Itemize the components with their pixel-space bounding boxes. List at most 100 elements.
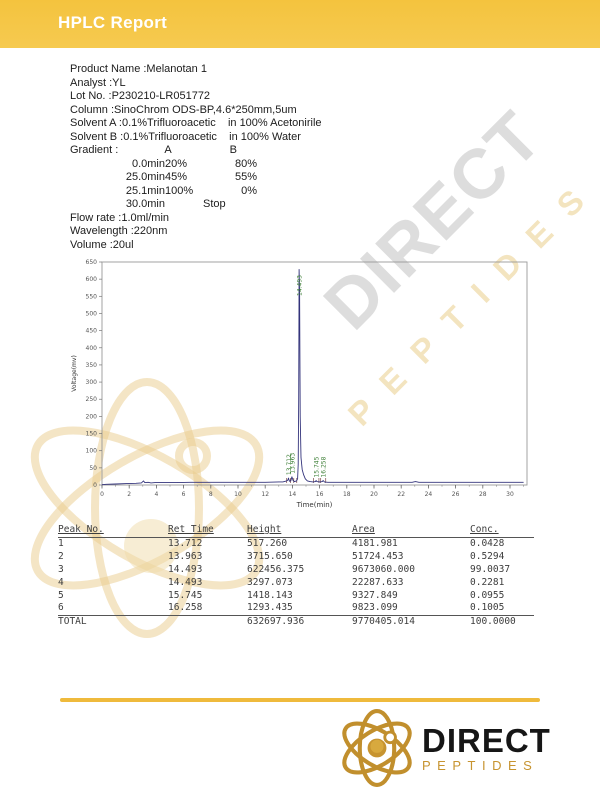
gradient-header: Gradient : A B [70, 144, 322, 158]
detail-lines: Product Name :Melanotan 1 Analyst :YL Lot … [70, 63, 322, 144]
peak-table: Peak No. Ret Time Height Area Conc. 1 13.… [58, 524, 534, 629]
x-tick-label: 20 [370, 491, 378, 498]
x-tick-label: 2 [127, 491, 131, 498]
table-cell: 0.2281 [470, 576, 505, 588]
table-cell: 0.0428 [470, 537, 505, 549]
table-cell: 517.260 [247, 537, 288, 549]
col-height: Height [247, 524, 282, 535]
detail-line: Lot No. :P230210-LR051772 [70, 90, 211, 102]
detail-line: Solvent B :0.1%Trifluoroacetic in 100% W… [70, 130, 301, 143]
gradient-time: 30.0min [125, 198, 165, 210]
y-tick-label: 100 [86, 448, 98, 455]
y-tick-label: 150 [86, 431, 98, 438]
chromatogram-chart: 0 50 100 150 200 250 300 350 400 450 500 550 600 650 0… [71, 259, 528, 509]
table-cell: 1 [58, 537, 64, 549]
table-cell: 4181.981 [352, 537, 398, 549]
peak-label: 14.493 [297, 275, 304, 296]
table-cell: 4 [58, 576, 64, 588]
table-cell: 632697.936 [247, 616, 305, 628]
detail-line: Analyst :YL [70, 76, 126, 89]
gradient-row: 30.0min Stop [70, 198, 322, 212]
table-cell: 14.493 [168, 576, 203, 588]
peak-label: 13.712 [286, 454, 293, 475]
report-header-bar: HPLC Report [0, 0, 600, 48]
col-peak-no: Peak No. [58, 524, 104, 535]
gradient-a-value: 20% [165, 157, 188, 170]
table-cell: 100.0000 [470, 616, 516, 628]
detail-line: Solvent A :0.1%Trifluoroacetic in 100% A… [70, 117, 322, 129]
table-cell: 1293.435 [247, 602, 293, 614]
table-cell: 1418.143 [247, 589, 293, 601]
y-tick-label: 450 [86, 328, 98, 335]
gradient-row: 25.1min100% 0% [70, 185, 322, 199]
table-cell: 99.0037 [470, 563, 511, 575]
table-cell: 14.493 [168, 563, 203, 575]
x-tick-label: 16 [316, 491, 324, 498]
col-area: Area [352, 524, 375, 535]
logo-text: DIRECT PEPTIDES [422, 724, 551, 773]
table-cell: 3715.650 [247, 550, 293, 562]
table-cell: 22287.633 [352, 576, 404, 588]
gradient-col-a: A [164, 144, 172, 156]
detail-line: Product Name :Melanotan 1 [70, 63, 207, 75]
gradient-time: 25.0min [125, 171, 165, 183]
table-cell: 0.0955 [470, 589, 505, 601]
gradient-a-value: 100% [165, 184, 194, 197]
table-row: 2 13.963 3715.650 51724.453 0.5294 [58, 551, 534, 564]
table-cell: 3297.073 [247, 576, 293, 588]
table-cell: TOTAL [58, 616, 87, 628]
table-cell: 9823.099 [352, 602, 398, 614]
sample-details: Product Name :Melanotan 1 Analyst :YL Lot … [70, 63, 322, 252]
peak-label: 15.745 [314, 456, 321, 477]
detail-line: Column :SinoChrom ODS-BP,4.6*250mm,5um [70, 103, 297, 116]
x-tick-label: 18 [343, 491, 351, 498]
logo-subtitle: PEPTIDES [422, 757, 539, 773]
table-cell: 13.712 [168, 537, 203, 549]
gradient-b-value: 55% [234, 171, 257, 183]
x-tick-label: 24 [425, 491, 433, 498]
table-cell [168, 616, 247, 629]
peak-label: 16.258 [321, 456, 328, 477]
gradient-b-value: 0% [241, 184, 257, 197]
x-tick-label: 10 [234, 491, 242, 498]
plot-frame [101, 261, 528, 486]
y-tick-label: 50 [89, 465, 97, 472]
gradient-row: 0.0min20% 80% [70, 158, 322, 172]
table-cell: 16.258 [168, 602, 203, 614]
y-tick-label: 650 [86, 259, 98, 266]
x-tick-label: 6 [182, 491, 186, 498]
table-cell: 9327.849 [352, 589, 398, 601]
table-total-row: TOTAL 632697.936 9770405.014 100.0000 [58, 616, 534, 629]
table-cell: 15.745 [168, 589, 203, 601]
y-tick-label: 300 [86, 379, 98, 386]
x-tick-label: 12 [261, 491, 269, 498]
gradient-stop: Stop [203, 198, 226, 210]
x-tick-label: 30 [506, 491, 514, 498]
y-axis-title: Voltage(mv) [71, 355, 78, 392]
x-tick-label: 28 [479, 491, 487, 498]
peak-table-header: Peak No. Ret Time Height Area Conc. [58, 524, 534, 538]
table-cell: 51724.453 [352, 550, 404, 562]
table-cell: 3 [58, 563, 64, 575]
table-cell: 6 [58, 602, 64, 614]
col-conc: Conc. [470, 524, 499, 535]
y-tick-label: 350 [86, 362, 98, 369]
x-tick-label: 22 [397, 491, 405, 498]
y-tick-label: 600 [86, 276, 98, 283]
gradient-time: 25.1min [125, 184, 165, 197]
gradient-col-b: B [229, 144, 237, 156]
x-tick-label: 14 [289, 491, 297, 498]
y-tick-label: 250 [86, 396, 98, 403]
x-tick-label: 4 [154, 491, 158, 498]
direct-peptides-logo: DIRECT PEPTIDES [336, 706, 551, 790]
gradient-rows: 0.0min20% 80% 25.0min45% 55% 25.1min100% 0% 30… [70, 158, 322, 212]
table-row: 3 14.493 622456.375 9673060.000 99.0037 [58, 564, 534, 577]
logo-name: DIRECT [422, 721, 551, 759]
x-tick-label: 26 [452, 491, 460, 498]
table-row: 1 13.712 517.260 4181.981 0.0428 [58, 538, 534, 551]
table-cell: 5 [58, 589, 64, 601]
y-tick-label: 400 [86, 345, 98, 352]
page-title: HPLC Report [58, 13, 168, 32]
detail-line: Volume :20ul [70, 238, 134, 251]
detail-footer-lines: Flow rate :1.0ml/min Wavelength :220nm Vol… [70, 212, 322, 253]
